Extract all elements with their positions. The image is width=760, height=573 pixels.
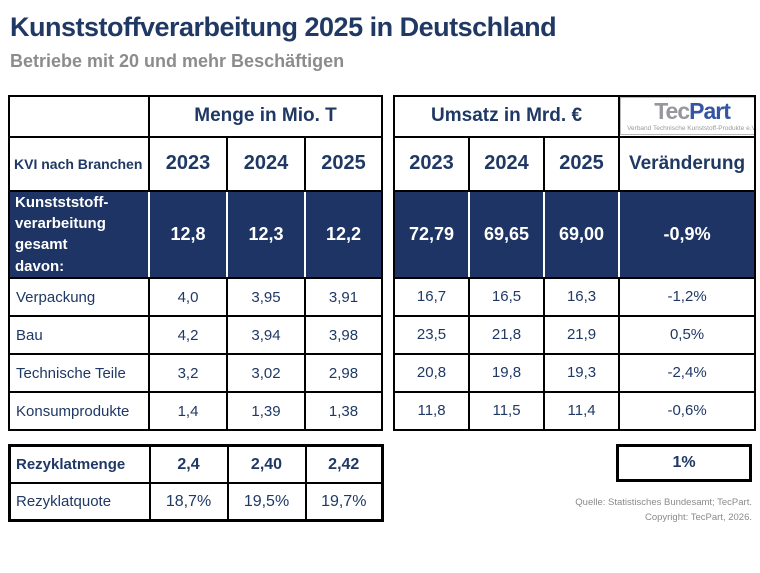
change-cell: -0,6% [618, 390, 757, 431]
value-cell: 4,2 [148, 315, 228, 356]
value-cell: 21,8 [468, 314, 546, 355]
value-cell: 11,5 [468, 390, 546, 431]
logo-text-gray: Tec [654, 98, 690, 125]
recycling-change-box: 1% [616, 444, 752, 483]
table-row: Umsatz in Mrd. € TecPart Verband Technis… [393, 94, 757, 138]
recycling-section: Rezyklatmenge 2,4 2,40 2,42 Rezyklatquot… [8, 444, 752, 544]
value-cell: 3,94 [226, 315, 306, 356]
total-row: 72,79 69,65 69,00 -0,9% [393, 189, 757, 279]
value-cell: 3,2 [148, 353, 228, 394]
table-row: Menge in Mio. T [8, 94, 384, 138]
value-cell: 19,3 [543, 352, 621, 393]
table-row: Technische Teile 3,2 3,02 2,98 [8, 353, 384, 394]
industry-label-cell: Konsumprodukte [8, 391, 150, 432]
value-cell: 2,42 [304, 444, 384, 485]
total-value-cell: 12,3 [226, 189, 306, 280]
value-cell: 16,3 [543, 276, 621, 317]
total-label-cell: Kunstststoff- verarbeitung gesamt davon: [8, 189, 150, 280]
value-cell: 11,4 [543, 390, 621, 431]
row-header-cell: KVI nach Branchen [8, 135, 150, 192]
logo-cell: TecPart Verband Technische Kunststoff-Pr… [618, 94, 757, 138]
value-cell: 16,5 [468, 276, 546, 317]
year-header-cell: 2023 [148, 135, 228, 192]
umsatz-table: Umsatz in Mrd. € TecPart Verband Technis… [393, 94, 757, 431]
industry-label-cell: Verpackung [8, 277, 150, 318]
page-title: Kunststoffverarbeitung 2025 in Deutschla… [10, 12, 557, 42]
source-note: Quelle: Statistisches Bundesamt; TecPart… [575, 496, 752, 525]
value-cell: 11,8 [393, 390, 471, 431]
year-header-cell: 2024 [468, 135, 546, 192]
year-header-cell: 2023 [393, 135, 471, 192]
tecpart-logo: TecPart Verband Technische Kunststoff-Pr… [621, 97, 756, 135]
value-cell: 2,40 [226, 444, 307, 485]
value-cell: 4,0 [148, 277, 228, 318]
value-cell: 3,91 [303, 277, 384, 318]
copyright-line: Copyright: TecPart, 2026. [644, 511, 752, 523]
table-row: Bau 4,2 3,94 3,98 [8, 315, 384, 356]
recycling-label-cell: Rezyklatmenge [8, 444, 151, 485]
value-cell: 20,8 [393, 352, 471, 393]
value-cell: 21,9 [543, 314, 621, 355]
table-row: KVI nach Branchen 2023 2024 2025 [8, 135, 384, 192]
value-cell: 3,95 [226, 277, 306, 318]
change-cell: -2,4% [618, 352, 757, 393]
value-cell: 2,98 [303, 353, 384, 394]
total-change-cell: -0,9% [618, 189, 757, 279]
value-cell: 1,4 [148, 391, 228, 432]
table-row: Rezyklatmenge 2,4 2,40 2,42 [8, 444, 384, 485]
value-cell: 18,7% [148, 482, 229, 522]
recycling-label-cell: Rezyklatquote [8, 482, 151, 522]
umsatz-group-header: Umsatz in Mrd. € [393, 94, 621, 138]
table-row: Verpackung 4,0 3,95 3,91 [8, 277, 384, 318]
year-header-cell: 2025 [303, 135, 384, 192]
corner-blank-cell [8, 94, 150, 138]
page-subtitle: Betriebe mit 20 und mehr Beschäftigen [10, 51, 345, 72]
value-cell: 2,4 [148, 444, 229, 485]
menge-group-header: Menge in Mio. T [147, 94, 384, 138]
value-cell: 3,02 [226, 353, 306, 394]
change-cell: 0,5% [618, 314, 757, 355]
total-value-cell: 69,65 [468, 189, 546, 279]
table-row: Konsumprodukte 1,4 1,39 1,38 [8, 391, 384, 432]
table-row: Rezyklatquote 18,7% 19,5% 19,7% [8, 482, 384, 522]
menge-table: Menge in Mio. T KVI nach Branchen 2023 2… [8, 94, 384, 432]
industry-label-cell: Technische Teile [8, 353, 150, 394]
value-cell: 3,98 [303, 315, 384, 356]
source-line: Quelle: Statistisches Bundesamt; TecPart… [575, 497, 752, 509]
logo-tagline: Verband Technische Kunststoff-Produkte e… [627, 125, 756, 133]
value-cell: 16,7 [393, 276, 471, 317]
total-value-cell: 12,8 [148, 189, 228, 280]
value-cell: 19,5% [226, 482, 307, 522]
total-row: Kunstststoff- verarbeitung gesamt davon:… [8, 189, 384, 280]
table-row: 2023 2024 2025 Veränderung [393, 135, 757, 192]
logo-text-blue: Part [689, 98, 731, 125]
value-cell: 19,7% [304, 482, 384, 522]
main-table-area: Menge in Mio. T KVI nach Branchen 2023 2… [8, 94, 760, 432]
total-value-cell: 72,79 [393, 189, 471, 279]
tecpart-logo-wordmark: TecPart [627, 98, 753, 125]
total-value-cell: 12,2 [303, 189, 384, 280]
value-cell: 23,5 [393, 314, 471, 355]
total-value-cell: 69,00 [543, 189, 621, 279]
value-cell: 19,8 [468, 352, 546, 393]
change-header-cell: Veränderung [618, 135, 757, 192]
table-row: 11,8 11,5 11,4 -0,6% [393, 390, 757, 431]
table-row: 23,5 21,8 21,9 0,5% [393, 314, 757, 355]
year-header-cell: 2024 [226, 135, 306, 192]
industry-label-cell: Bau [8, 315, 150, 356]
change-cell: -1,2% [618, 276, 757, 317]
value-cell: 1,38 [303, 391, 384, 432]
recycling-table: Rezyklatmenge 2,4 2,40 2,42 Rezyklatquot… [8, 444, 384, 523]
value-cell: 1,39 [226, 391, 306, 432]
table-row: 20,8 19,8 19,3 -2,4% [393, 352, 757, 393]
year-header-cell: 2025 [543, 135, 621, 192]
table-row: 16,7 16,5 16,3 -1,2% [393, 276, 757, 317]
